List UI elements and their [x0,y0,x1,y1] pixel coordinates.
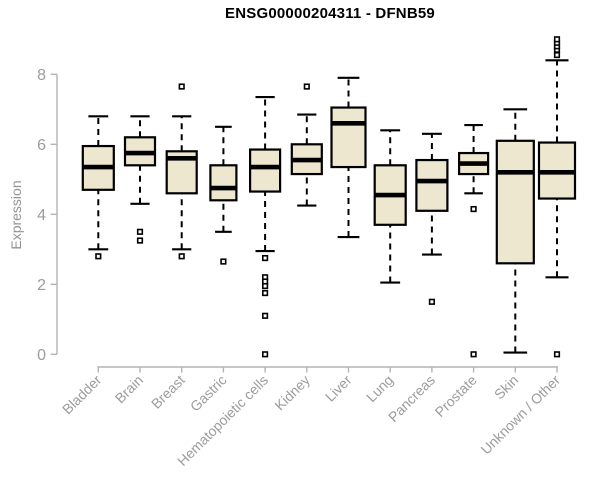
y-tick-label: 8 [37,67,46,84]
box-kidney [290,83,323,207]
box-unknown-other [537,36,577,358]
outlier-point [261,282,269,290]
outlier-point [136,237,144,244]
box-prostate [458,123,490,358]
outlier-point [553,51,561,59]
y-tick-label: 2 [37,277,46,294]
x-category-label: Skin [491,372,522,403]
chart-title: ENSG00000204311 - DFNB59 [225,5,435,22]
x-category-label: Liver [322,372,355,405]
box-brain [123,115,157,244]
outlier-point [220,258,227,265]
outlier-point [553,351,561,358]
x-category-label: Breast [148,372,188,412]
outlier-point [303,83,310,90]
outlier-point [261,254,269,262]
outlier-point [95,253,102,260]
outlier-point [470,351,477,358]
x-category-label: Lung [363,372,396,405]
y-tick-label: 6 [37,137,46,154]
y-tick-label: 0 [37,347,46,364]
outlier-point [261,289,269,297]
outlier-point [261,351,269,358]
box-skin [495,108,535,354]
outlier-point [553,36,561,43]
box-bladder [81,115,115,260]
box-gastric [209,125,238,265]
outlier-point [428,298,436,305]
x-category-label: Prostate [432,372,480,420]
box-breast [165,83,198,260]
box-pancreas [415,132,449,305]
x-category-label: Brain [112,372,146,406]
x-category-label: Kidney [271,372,313,414]
outlier-point [470,205,477,213]
x-category-label: Bladder [59,372,105,418]
y-axis: 0 2 4 6 8 [37,67,58,364]
x-category-label: Unknown / Other [478,372,564,458]
box-hematopoietic-cells [249,95,282,358]
outlier-point [178,253,185,260]
outlier-point [261,312,269,319]
outlier-point [178,83,185,90]
box-lung [373,129,407,284]
y-tick-label: 4 [37,207,46,224]
box-liver [330,76,367,239]
outlier-point [136,228,144,235]
